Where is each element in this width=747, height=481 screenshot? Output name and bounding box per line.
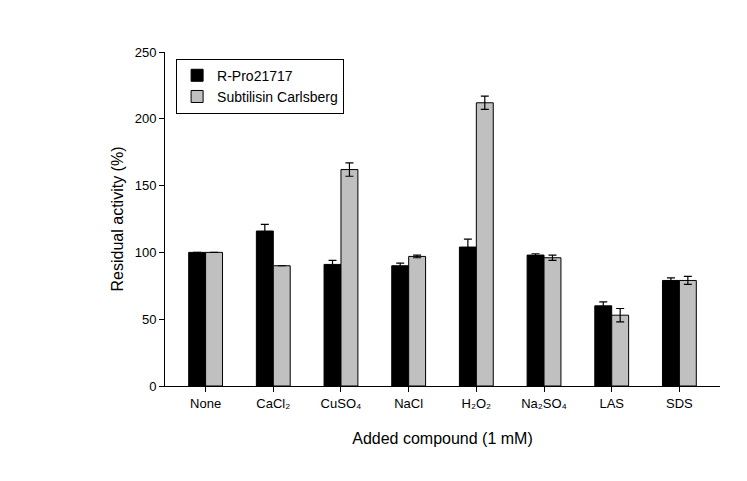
svg-text:150: 150 xyxy=(135,178,157,193)
svg-text:250: 250 xyxy=(135,45,157,60)
svg-text:SDS: SDS xyxy=(666,396,693,411)
svg-text:Na₂SO₄: Na₂SO₄ xyxy=(521,396,567,411)
svg-text:CaCl₂: CaCl₂ xyxy=(256,396,290,411)
svg-text:H₂O₂: H₂O₂ xyxy=(462,396,492,411)
svg-text:Residual activity (%): Residual activity (%) xyxy=(109,147,126,292)
svg-text:200: 200 xyxy=(135,111,157,126)
svg-text:None: None xyxy=(190,396,221,411)
svg-text:Subtilisin Carlsberg: Subtilisin Carlsberg xyxy=(217,89,338,105)
svg-text:R-Pro21717: R-Pro21717 xyxy=(217,68,293,84)
svg-text:100: 100 xyxy=(135,245,157,260)
svg-text:LAS: LAS xyxy=(599,396,624,411)
svg-text:NaCl: NaCl xyxy=(394,396,423,411)
svg-text:50: 50 xyxy=(142,312,156,327)
svg-text:Added compound (1 mM): Added compound (1 mM) xyxy=(352,430,533,447)
svg-text:CuSO₄: CuSO₄ xyxy=(321,396,362,411)
svg-text:0: 0 xyxy=(149,379,156,394)
